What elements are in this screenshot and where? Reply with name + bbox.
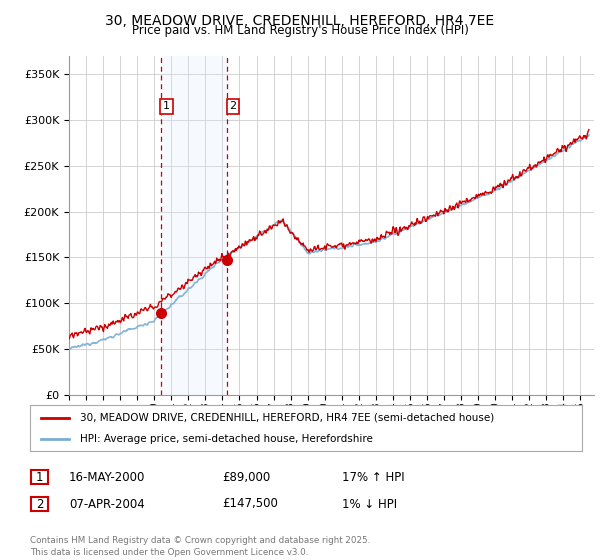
- Text: £89,000: £89,000: [222, 470, 270, 484]
- Text: 07-APR-2004: 07-APR-2004: [69, 497, 145, 511]
- Text: 16-MAY-2000: 16-MAY-2000: [69, 470, 145, 484]
- Text: 1: 1: [163, 101, 170, 111]
- Text: 1% ↓ HPI: 1% ↓ HPI: [342, 497, 397, 511]
- Text: £147,500: £147,500: [222, 497, 278, 511]
- Bar: [161, 56, 227, 395]
- Text: Price paid vs. HM Land Registry's House Price Index (HPI): Price paid vs. HM Land Registry's House …: [131, 24, 469, 37]
- Text: 2: 2: [36, 497, 43, 511]
- Text: 1: 1: [36, 470, 43, 484]
- Text: Contains HM Land Registry data © Crown copyright and database right 2025.
This d: Contains HM Land Registry data © Crown c…: [30, 536, 370, 557]
- Text: HPI: Average price, semi-detached house, Herefordshire: HPI: Average price, semi-detached house,…: [80, 435, 373, 444]
- Text: 2: 2: [230, 101, 236, 111]
- Text: 30, MEADOW DRIVE, CREDENHILL, HEREFORD, HR4 7EE: 30, MEADOW DRIVE, CREDENHILL, HEREFORD, …: [106, 14, 494, 28]
- Text: 30, MEADOW DRIVE, CREDENHILL, HEREFORD, HR4 7EE (semi-detached house): 30, MEADOW DRIVE, CREDENHILL, HEREFORD, …: [80, 413, 494, 423]
- Text: 17% ↑ HPI: 17% ↑ HPI: [342, 470, 404, 484]
